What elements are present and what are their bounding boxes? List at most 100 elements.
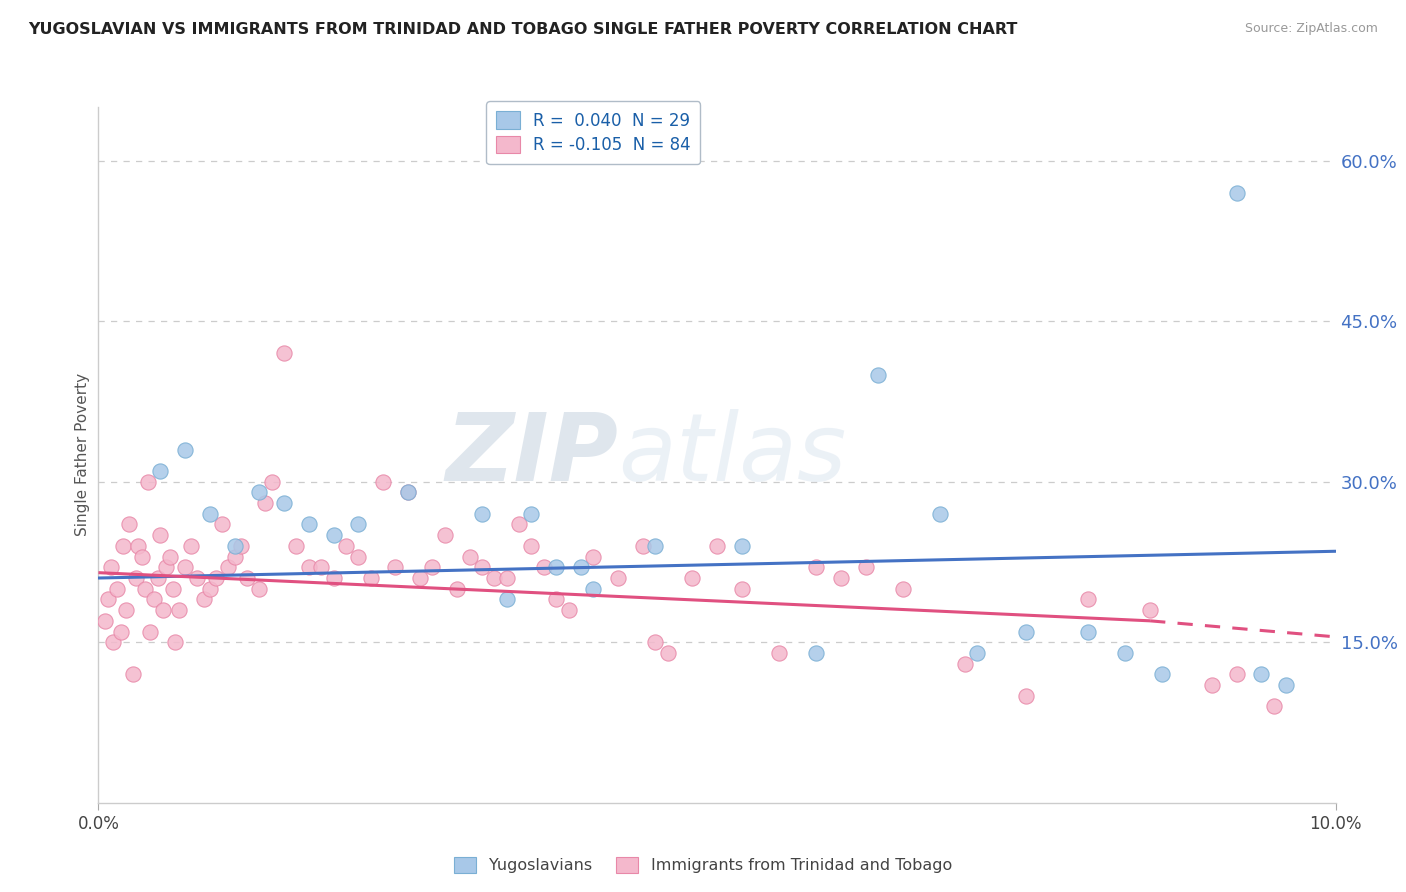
Point	[409, 571, 432, 585]
Point	[152, 603, 174, 617]
Point	[966, 646, 988, 660]
Point	[891, 582, 914, 596]
Point	[229, 539, 252, 553]
Point	[118, 517, 141, 532]
Y-axis label: Single Father Poverty: Single Father Poverty	[75, 374, 90, 536]
Point	[582, 549, 605, 564]
Text: atlas: atlas	[619, 409, 846, 500]
Point	[224, 539, 246, 553]
Point	[217, 560, 239, 574]
Point	[731, 582, 754, 596]
Point	[224, 549, 246, 564]
Point	[866, 368, 889, 382]
Point	[247, 485, 270, 500]
Point	[631, 539, 654, 553]
Point	[205, 571, 228, 585]
Point	[371, 475, 394, 489]
Point	[122, 667, 145, 681]
Point	[396, 485, 419, 500]
Point	[495, 571, 517, 585]
Point	[174, 442, 197, 457]
Point	[1226, 667, 1249, 681]
Point	[1077, 592, 1099, 607]
Point	[174, 560, 197, 574]
Point	[520, 507, 543, 521]
Point	[97, 592, 120, 607]
Point	[110, 624, 132, 639]
Point	[347, 549, 370, 564]
Point	[149, 528, 172, 542]
Point	[298, 517, 321, 532]
Point	[657, 646, 679, 660]
Point	[1015, 624, 1038, 639]
Point	[335, 539, 357, 553]
Point	[830, 571, 852, 585]
Point	[1015, 689, 1038, 703]
Point	[285, 539, 308, 553]
Point	[180, 539, 202, 553]
Point	[458, 549, 481, 564]
Point	[681, 571, 703, 585]
Point	[731, 539, 754, 553]
Point	[546, 560, 568, 574]
Point	[247, 582, 270, 596]
Point	[953, 657, 976, 671]
Point	[557, 603, 579, 617]
Legend: Yugoslavians, Immigrants from Trinidad and Tobago: Yugoslavians, Immigrants from Trinidad a…	[447, 850, 959, 880]
Point	[508, 517, 530, 532]
Point	[520, 539, 543, 553]
Point	[254, 496, 277, 510]
Point	[298, 560, 321, 574]
Point	[706, 539, 728, 553]
Text: Source: ZipAtlas.com: Source: ZipAtlas.com	[1244, 22, 1378, 36]
Point	[165, 635, 187, 649]
Point	[422, 560, 444, 574]
Point	[1275, 678, 1298, 692]
Point	[1250, 667, 1272, 681]
Point	[114, 603, 136, 617]
Point	[446, 582, 468, 596]
Point	[533, 560, 555, 574]
Point	[198, 507, 221, 521]
Point	[1226, 186, 1249, 200]
Point	[155, 560, 177, 574]
Point	[131, 549, 153, 564]
Point	[855, 560, 877, 574]
Point	[159, 549, 181, 564]
Text: ZIP: ZIP	[446, 409, 619, 501]
Point	[260, 475, 283, 489]
Point	[471, 507, 494, 521]
Point	[1077, 624, 1099, 639]
Point	[484, 571, 506, 585]
Point	[124, 571, 146, 585]
Point	[149, 464, 172, 478]
Point	[471, 560, 494, 574]
Point	[582, 582, 605, 596]
Point	[273, 496, 295, 510]
Point	[100, 560, 122, 574]
Point	[804, 646, 827, 660]
Point	[127, 539, 149, 553]
Point	[162, 582, 184, 596]
Point	[569, 560, 592, 574]
Point	[1152, 667, 1174, 681]
Point	[433, 528, 456, 542]
Point	[322, 528, 344, 542]
Point	[804, 560, 827, 574]
Point	[396, 485, 419, 500]
Point	[360, 571, 382, 585]
Point	[1114, 646, 1136, 660]
Point	[103, 635, 125, 649]
Point	[236, 571, 259, 585]
Point	[198, 582, 221, 596]
Point	[347, 517, 370, 532]
Point	[211, 517, 233, 532]
Point	[1139, 603, 1161, 617]
Point	[146, 571, 169, 585]
Point	[546, 592, 568, 607]
Point	[136, 475, 159, 489]
Point	[105, 582, 128, 596]
Point	[1201, 678, 1223, 692]
Legend: R =  0.040  N = 29, R = -0.105  N = 84: R = 0.040 N = 29, R = -0.105 N = 84	[486, 102, 700, 164]
Point	[928, 507, 950, 521]
